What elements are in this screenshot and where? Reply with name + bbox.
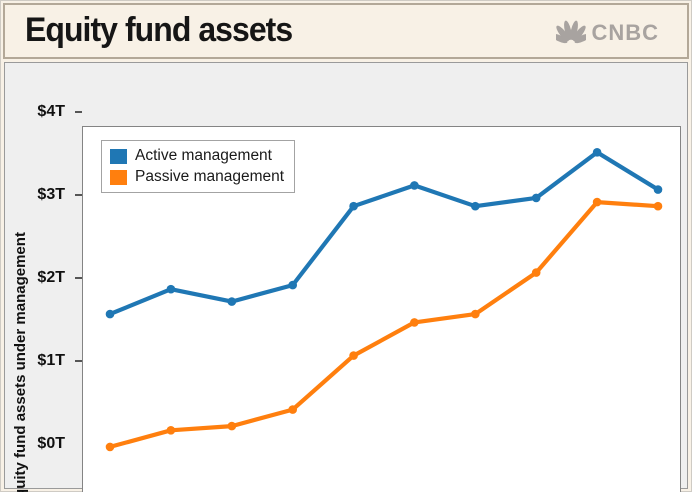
line-chart (105, 148, 663, 452)
passive-data-point (531, 268, 541, 277)
active-data-point (349, 201, 358, 211)
y-tick-mark (75, 277, 82, 279)
y-tick-mark (75, 360, 82, 362)
chart-card: Equity fund assets under management $0T $… (4, 62, 688, 492)
legend-swatch-passive-icon (110, 169, 127, 185)
passive-data-point (288, 405, 297, 414)
active-data-point (471, 201, 480, 211)
passive-data-point (105, 442, 115, 452)
legend-label-active: Active management (135, 147, 272, 164)
passive-data-point (410, 318, 419, 327)
y-tick-mark (75, 194, 82, 196)
legend-item-active: Active management (110, 147, 284, 165)
active-data-point (410, 181, 419, 190)
passive-data-point (166, 426, 176, 435)
y-tick-label: $2T (37, 269, 65, 286)
active-data-point (288, 280, 297, 290)
legend-swatch-active-icon (110, 148, 127, 164)
active-data-point (592, 148, 602, 157)
y-tick-label: $1T (37, 352, 65, 369)
active-data-point (105, 309, 115, 319)
active-data-point (531, 193, 541, 203)
y-tick-label: $3T (37, 186, 65, 203)
legend: Active management Passive management (101, 140, 296, 193)
passive-data-point (227, 421, 237, 431)
y-tick-label: $4T (37, 103, 65, 120)
page-title: Equity fund assets (25, 11, 293, 49)
passive-data-point (592, 197, 602, 207)
active-data-point (166, 284, 176, 294)
passive-data-point (349, 351, 358, 360)
cnbc-logo: CNBC (556, 20, 659, 46)
y-tick-mark (75, 111, 82, 113)
active-data-point (227, 297, 237, 306)
active-line (107, 150, 661, 317)
cnbc-wordmark: CNBC (591, 20, 659, 45)
y-tick-label: $0T (37, 435, 65, 452)
header: Equity fund assets CNBC (3, 3, 689, 59)
legend-item-passive: Passive management (110, 168, 284, 186)
passive-data-point (471, 309, 480, 319)
passive-line (107, 199, 661, 449)
passive-data-point (653, 201, 663, 211)
active-data-point (653, 185, 663, 194)
legend-label-passive: Passive management (135, 168, 285, 185)
cnbc-peacock-icon (556, 20, 587, 44)
